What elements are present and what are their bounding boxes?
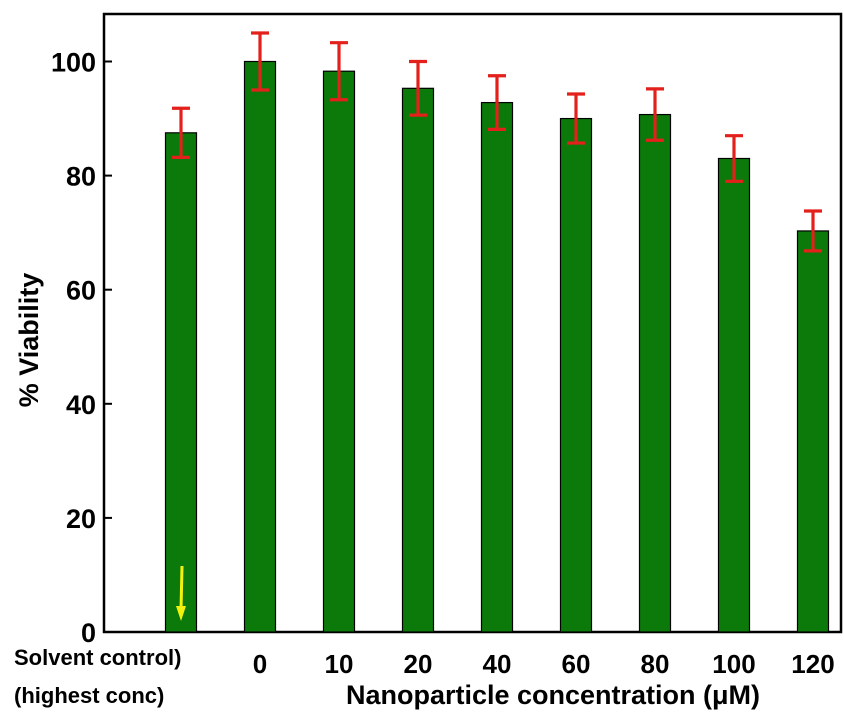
x-tick-label: Solvent control) [14, 645, 181, 670]
y-tick-label: 0 [81, 618, 96, 648]
bar [796, 230, 830, 633]
y-tick-label: 60 [66, 276, 96, 306]
bar [638, 113, 672, 633]
y-tick-label: 40 [66, 390, 96, 420]
x-tick-label: 120 [791, 649, 834, 679]
y-axis-title: % Viability [14, 273, 44, 408]
y-axis: 0 20 40 60 80 100 [51, 48, 112, 648]
bars-group [164, 60, 830, 633]
x-tick-label: 20 [404, 649, 433, 679]
bar [480, 101, 514, 633]
x-tick-label: 60 [562, 649, 591, 679]
plot-frame [102, 12, 843, 634]
error-bar [488, 74, 506, 131]
bar [243, 60, 277, 633]
error-bar [409, 59, 427, 117]
x-axis-title: Nanoparticle concentration (μM) [346, 680, 760, 710]
y-tick-label: 20 [66, 504, 96, 534]
arrow-icon [176, 565, 186, 621]
bar [322, 70, 356, 633]
bar [164, 132, 198, 633]
error-bar [725, 134, 743, 183]
control-sublabel: (highest conc) [14, 683, 164, 708]
x-tick-label: 0 [253, 649, 267, 679]
error-bars-group [172, 31, 822, 253]
error-bar [567, 92, 585, 145]
x-tick-label: 100 [712, 649, 755, 679]
y-tick-label: 100 [51, 48, 96, 78]
x-tick-label: 80 [641, 649, 670, 679]
error-bar [330, 41, 348, 102]
bar [559, 117, 593, 633]
x-axis-labels: Solvent control) 0 10 20 40 60 80 100 120 [14, 645, 835, 679]
y-tick-label: 80 [66, 162, 96, 192]
x-tick-label: 40 [483, 649, 512, 679]
bar [401, 87, 435, 633]
error-bar [804, 209, 822, 253]
x-tick-label: 10 [325, 649, 354, 679]
error-bar [172, 106, 190, 159]
error-bar [646, 87, 664, 142]
bar [717, 157, 751, 633]
error-bar [251, 31, 269, 92]
